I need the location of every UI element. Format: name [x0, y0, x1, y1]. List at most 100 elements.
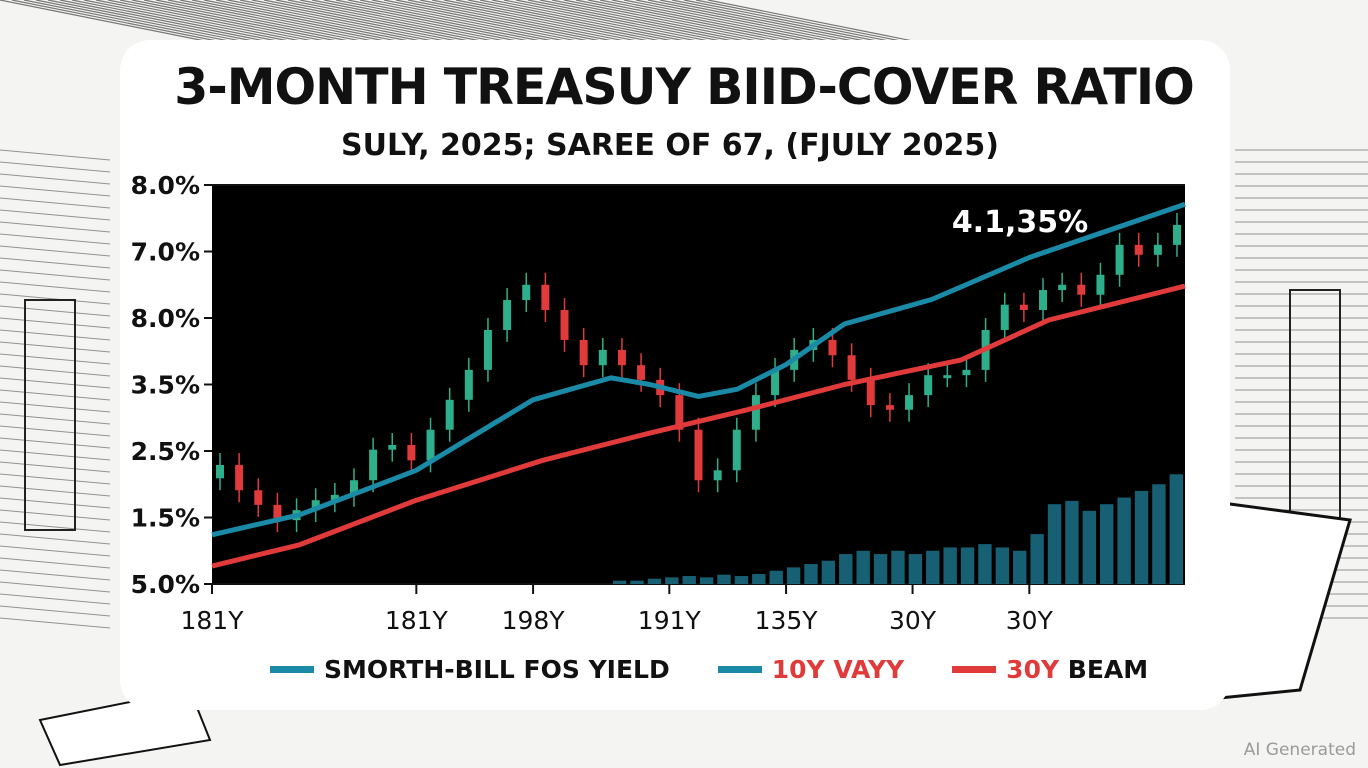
candle-body: [713, 470, 722, 481]
y-tick-label: 2.5%: [131, 437, 200, 466]
y-tick-label: 3.5%: [131, 371, 200, 400]
candle-body: [522, 284, 531, 301]
legend-swatch: [270, 666, 314, 673]
legend-label: 10Y VAYY: [771, 655, 905, 684]
volume-bar: [1082, 510, 1097, 584]
sketch-line: [0, 257, 111, 269]
candle-body: [885, 405, 894, 410]
sketch-line: [0, 461, 111, 473]
candle-body: [369, 449, 378, 481]
sketch-line: [0, 209, 111, 221]
candle-body: [1173, 224, 1181, 245]
legend-item-bill-yield: SMORTH-BILL FOS YIELD: [270, 655, 670, 684]
sketch-line: [0, 389, 111, 401]
sketch-line: [0, 185, 111, 197]
candle-body: [503, 300, 512, 330]
volume-bar: [960, 547, 975, 584]
volume-bar: [1013, 550, 1027, 584]
sketch-line: [0, 281, 111, 293]
candle-body: [388, 445, 397, 450]
volume-bar: [1030, 534, 1044, 584]
legend-item-30y: 30Y BEAM: [952, 655, 1148, 684]
legend-item-10y: 10Y VAYY: [717, 655, 905, 684]
candle-body: [924, 375, 933, 396]
candle-body: [905, 395, 914, 410]
volume-bar: [821, 560, 836, 584]
sketch-line: [0, 521, 111, 533]
sketch-line: [0, 233, 111, 245]
candle-body: [311, 500, 320, 511]
volume-bar: [734, 576, 749, 584]
candle-body: [828, 339, 837, 356]
candle-body: [1039, 290, 1048, 311]
volume-bar: [1117, 497, 1131, 584]
candle-body: [1077, 284, 1086, 295]
legend: SMORTH-BILL FOS YIELD 10Y VAYY 30Y BEAM: [270, 655, 1148, 684]
candle-body: [445, 399, 454, 430]
candle-body: [254, 490, 263, 505]
x-tick-label: 191Y: [638, 606, 702, 635]
legend-swatch: [717, 666, 762, 673]
candle-body: [560, 310, 569, 340]
candle-body: [675, 395, 684, 430]
x-tick-label: 198Y: [502, 606, 566, 635]
legend-label: SMORTH-BILL FOS YIELD: [324, 655, 670, 684]
volume-bar: [908, 554, 923, 584]
candle-body: [1058, 284, 1067, 291]
sketch-line: [0, 557, 111, 569]
sketch-line: [0, 161, 111, 173]
candle-body: [216, 464, 224, 479]
annotation-label: 4.1,35%: [952, 205, 1088, 240]
sketch-line: [0, 425, 111, 437]
sketch-line: [0, 341, 111, 353]
sketch-line: [0, 449, 111, 461]
sketch-line: [0, 269, 111, 281]
volume-bar: [926, 550, 940, 584]
candle-body: [771, 369, 780, 396]
sketch-line: [0, 413, 111, 425]
volume-bar: [647, 578, 662, 584]
volume-bar: [804, 564, 818, 584]
volume-bar: [995, 547, 1010, 584]
volume-bar: [630, 580, 644, 584]
volume-bar: [839, 554, 853, 584]
volume-bar: [856, 550, 870, 584]
column-icon: [24, 299, 76, 531]
candle-body: [751, 395, 760, 430]
sketch-line: [0, 245, 111, 257]
sketch-line: [0, 605, 111, 617]
chart-title: 3-MONTH TREASUY BIID-COVER RATIO: [174, 58, 1195, 116]
x-tick-label: 30Y: [889, 606, 937, 635]
legend-label-b: BEAM: [1067, 655, 1149, 684]
sketch-line: [0, 317, 111, 329]
volume-bar: [752, 574, 766, 584]
candle-body: [694, 429, 703, 481]
sketch-line: [0, 353, 111, 365]
candle-body: [273, 504, 282, 521]
volume-bar: [891, 550, 905, 584]
sketch-line: [0, 401, 111, 413]
volume-bar: [665, 577, 679, 584]
candle-body: [617, 349, 626, 366]
sketch-line: [0, 485, 111, 497]
candle-body: [1000, 304, 1009, 330]
candle-body: [1096, 274, 1105, 295]
watermark: AI Generated: [1243, 740, 1356, 760]
candle-body: [235, 464, 244, 491]
blue-series-line: [211, 201, 1186, 538]
candle-body: [847, 355, 856, 380]
candle-body: [598, 349, 607, 366]
x-tick-label: 135Y: [755, 606, 819, 635]
candle-body: [464, 369, 473, 400]
sketch-line: [0, 437, 111, 449]
candle-body: [732, 429, 741, 471]
candle-body: [407, 445, 416, 461]
y-tick-label: 8.0%: [131, 304, 200, 333]
sketch-line: [0, 617, 111, 629]
volume-bar: [717, 574, 731, 584]
volume-bar: [873, 554, 888, 584]
volume-bar: [978, 544, 992, 584]
y-tick-label: 5.0%: [131, 570, 200, 599]
y-tick-label: 1.5%: [131, 504, 200, 533]
candle-body: [349, 480, 358, 495]
